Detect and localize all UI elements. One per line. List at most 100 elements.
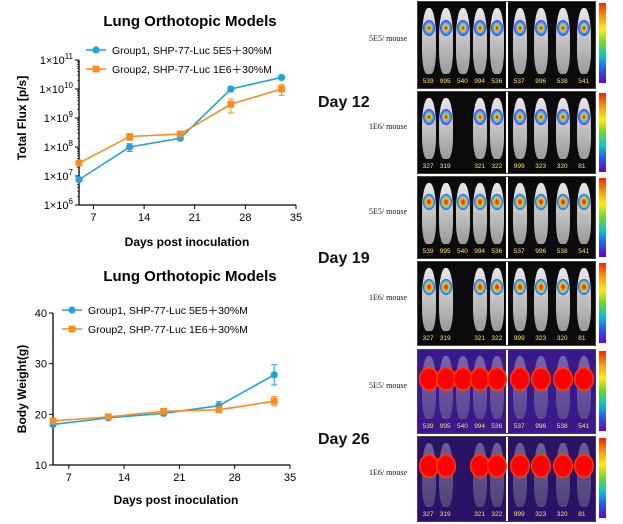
signal-blob	[513, 279, 526, 295]
mouse-id-label: 323	[535, 511, 547, 518]
signal-blob	[556, 193, 569, 210]
color-scale-bar	[599, 351, 606, 431]
mouse-id-label: 537	[513, 248, 525, 255]
weight-y-axis-label: Body Weight(g)	[15, 345, 29, 433]
flux-legend-marker	[92, 46, 100, 54]
mouse-image	[490, 183, 505, 244]
flux-x-tick-label: 7	[90, 212, 96, 224]
mouse-image	[512, 268, 527, 331]
dose-label: 5E5/ mouse	[369, 206, 407, 216]
mouse-id-label: 327	[422, 511, 434, 518]
imaging-panel: 327 319 321 322 999 323 320 81	[417, 91, 596, 174]
imaging-panel: 539 995 540 994 536 537 996 538 541	[417, 349, 596, 434]
signal-blob	[578, 279, 591, 295]
mouse-image	[438, 268, 453, 331]
weight-series-2-point	[270, 397, 278, 405]
weight-series-2-point	[215, 406, 223, 414]
mouse-id-label: 323	[535, 163, 547, 170]
color-scale-bar	[599, 263, 606, 343]
signal-blob	[535, 193, 548, 210]
signal-blob	[439, 19, 452, 36]
flux-series-1-point	[227, 85, 235, 93]
weight-x-tick-label: 21	[173, 472, 185, 484]
mouse-id-label: 538	[556, 78, 568, 85]
signal-blob	[535, 19, 548, 36]
mouse-id-label: 996	[535, 248, 547, 255]
mouse-id-label: 536	[491, 78, 503, 85]
signal-blob	[435, 367, 456, 391]
mouse-image	[473, 183, 488, 244]
weight-chart-title: Lung Orthotopic Models	[103, 268, 276, 285]
mouse-id-label: 81	[578, 335, 586, 342]
signal-blob	[470, 367, 491, 391]
mouse-id-label: 320	[556, 335, 568, 342]
mouse-id-label: 541	[578, 423, 590, 430]
weight-x-tick-label: 14	[118, 472, 130, 484]
flux-chart: Lung Orthotopic Models Total Flux [p/s] …	[15, 13, 302, 249]
mouse-id-label: 995	[439, 78, 451, 85]
signal-blob	[574, 367, 595, 391]
weight-x-axis-label: Days post inoculation	[114, 493, 239, 507]
signal-blob	[439, 193, 452, 210]
panel-divider	[506, 437, 508, 521]
flux-x-tick-label: 35	[290, 212, 302, 224]
signal-blob	[552, 367, 573, 391]
mouse-id-label: 536	[491, 248, 503, 255]
weight-series-2-point	[49, 417, 57, 425]
signal-blob	[422, 19, 435, 36]
signal-blob	[422, 279, 435, 295]
flux-series-1-point	[75, 176, 83, 184]
mouse-id-label: 327	[422, 163, 434, 170]
flux-y-tick-label: 1×109	[44, 110, 74, 125]
flux-y-tick-label: 1×108	[44, 139, 74, 154]
color-scale-bar	[599, 93, 606, 172]
day-label-12: Day 12	[318, 94, 370, 111]
flux-series-2-point	[278, 85, 285, 93]
flux-series-1-point	[277, 73, 286, 82]
signal-blob	[552, 454, 573, 479]
flux-legend-entry-1: Group1, SHP-77-Luc 5E5＋30%M	[112, 45, 272, 57]
mouse-image	[490, 8, 505, 74]
signal-blob	[556, 279, 569, 295]
weight-legend: Group1, SHP-77-Luc 5E5＋30%M Group2, SHP-7…	[62, 305, 248, 336]
mouse-id-label: 996	[535, 78, 547, 85]
weight-x-tick-label: 28	[229, 472, 241, 484]
signal-blob	[453, 367, 473, 391]
signal-blob	[457, 19, 469, 36]
mouse-id-label: 323	[535, 335, 547, 342]
mouse-id-label: 541	[578, 78, 590, 85]
panel-divider	[506, 2, 508, 88]
mouse-image	[577, 268, 592, 331]
signal-blob	[513, 193, 526, 210]
flux-series-2-point	[176, 130, 184, 138]
mouse-id-label: 536	[491, 423, 503, 430]
weight-legend-entry-1: Group1, SHP-77-Luc 5E5＋30%M	[88, 305, 248, 317]
mouse-id-label: 994	[474, 423, 486, 430]
signal-blob	[574, 454, 595, 479]
mouse-image	[512, 183, 527, 244]
flux-series-2-point	[227, 100, 235, 108]
mouse-image	[456, 183, 470, 244]
weight-x-tick-label: 7	[66, 472, 72, 484]
signal-blob	[531, 454, 552, 479]
mouse-id-label: 322	[491, 511, 503, 518]
mouse-image	[421, 268, 436, 331]
imaging-panel: 539 995 540 994 536 537 996 538 541	[417, 176, 596, 259]
color-scale-bar	[599, 438, 606, 518]
weight-legend-marker	[68, 325, 76, 333]
color-scale-bar	[599, 3, 606, 83]
flux-series-1-line	[78, 76, 282, 181]
mouse-image	[555, 268, 570, 331]
imaging-panel: 327 319 321 322 999 323 320 81	[417, 436, 596, 522]
mouse-image	[456, 8, 470, 74]
flux-legend-entry-2: Group2, SHP-77-Luc 1E6＋30%M	[112, 64, 272, 76]
mouse-image	[421, 8, 436, 74]
signal-blob	[509, 367, 530, 391]
signal-blob	[439, 279, 452, 295]
flux-y-tick-label: 1×107	[44, 168, 74, 183]
weight-y-tick-label: 10	[35, 460, 47, 472]
mouse-image	[438, 183, 453, 244]
dose-label: 1E6/ mouse	[369, 121, 407, 131]
mouse-id-label: 320	[556, 163, 568, 170]
mouse-id-label: 81	[578, 163, 586, 170]
